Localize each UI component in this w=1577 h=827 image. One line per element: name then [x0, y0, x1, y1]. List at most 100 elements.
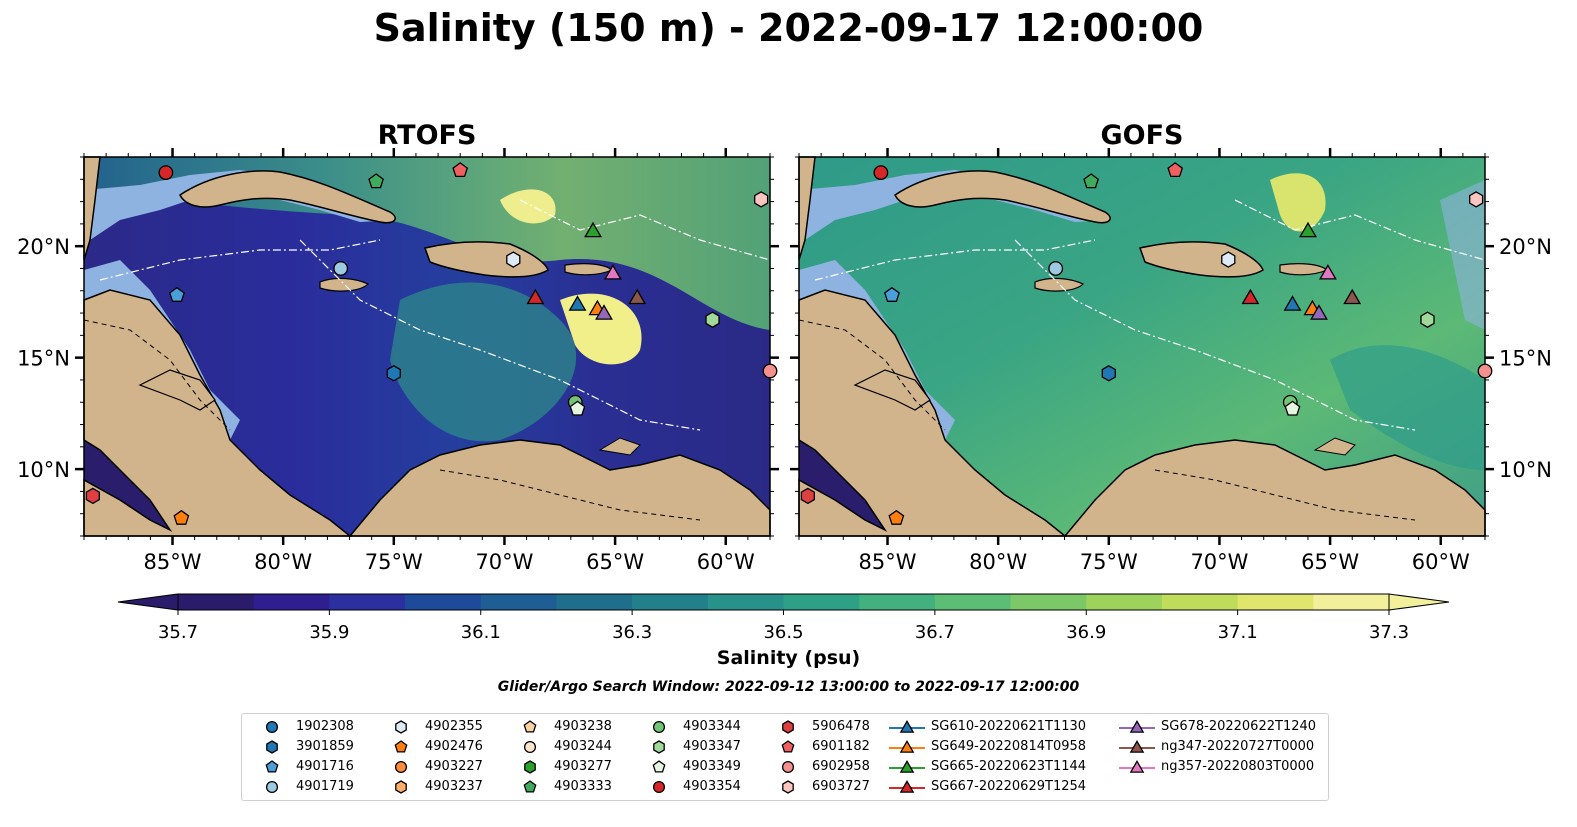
colorbar-segment: [480, 594, 557, 610]
marker-4902476: [888, 509, 905, 525]
legend-symbol: [1119, 739, 1155, 753]
marker-SG678-20220622T1240: [595, 304, 613, 320]
colorbar-segment: [1010, 594, 1087, 610]
legend-symbol: [394, 740, 408, 753]
land-hispaniola: [424, 241, 549, 278]
colorbar-segment: [1237, 594, 1314, 610]
legend-marker-4903237: [395, 780, 407, 794]
legend-label: 4903277: [554, 759, 612, 774]
longitude-label: 80°W: [969, 550, 1027, 574]
land-cuba: [894, 170, 1111, 224]
colorbar-segment: [178, 594, 255, 610]
eez-boundary: [1234, 199, 1486, 261]
legend-symbol: [395, 720, 407, 734]
map-frame: [798, 156, 1486, 537]
legend-marker-4903347: [653, 740, 665, 754]
legend-symbol: [266, 740, 278, 754]
marker-4903354: [158, 165, 174, 181]
land-jamaica: [319, 277, 370, 292]
land-honduras: [138, 369, 216, 411]
legend-label: 6901182: [812, 739, 870, 754]
legend-symbol: [265, 760, 279, 773]
colorbar-segment: [934, 594, 1012, 610]
marker-4903333: [1083, 173, 1099, 189]
legend-symbol: [889, 759, 925, 773]
shelf-north: [799, 170, 1110, 245]
shelf-east: [1440, 180, 1485, 330]
marker-4901716: [884, 286, 900, 302]
legend-symbol: [1119, 759, 1155, 773]
colorbar-segment: [253, 594, 330, 610]
legend-marker-4903277: [524, 760, 536, 774]
colorbar-tick-label: 36.7: [915, 622, 955, 643]
longitude-label: 75°W: [1080, 550, 1138, 574]
legend-symbol: [523, 720, 537, 733]
marker-ng347-20220727T0000: [1343, 288, 1362, 305]
colorbar-extend-max: [1388, 593, 1450, 611]
colorbar-segment: [329, 594, 406, 610]
marker-4903333: [368, 173, 384, 189]
legend-symbol: [782, 720, 794, 734]
legend-label: ng357-20220803T0000: [1161, 759, 1315, 774]
legend-label: 3901859: [296, 739, 354, 754]
legend-symbol: [523, 780, 537, 793]
land-honduras: [853, 369, 931, 411]
latitude-label: 10°N: [17, 458, 70, 482]
longitude-label: 75°W: [365, 550, 423, 574]
legend-label: 4903354: [683, 779, 741, 794]
legend-marker-ng347-20220727T0000: [1129, 739, 1145, 753]
land-south-america: [348, 439, 771, 537]
legend-marker-6901182: [781, 740, 795, 753]
legend-marker-4901716: [265, 760, 279, 773]
legend-marker-SG610-20220621T1130: [899, 719, 915, 733]
legend-symbol: [652, 780, 666, 794]
legend-marker-6902958: [781, 760, 795, 774]
colorbar-extend-min: [117, 593, 179, 611]
colorbar-tick-label: 35.9: [309, 622, 349, 643]
marker-4903349: [569, 400, 586, 416]
legend-marker-5906478: [782, 720, 794, 734]
marker-SG665-20220623T1144: [1299, 221, 1317, 238]
marker-ng347-20220727T0000: [628, 288, 647, 305]
eez-boundary: [814, 239, 1096, 281]
eez-boundary: [299, 239, 701, 431]
marker-4903347: [1420, 311, 1435, 328]
central-caribbean-eddy: [390, 282, 577, 442]
legend-marker-4903349: [652, 760, 666, 773]
colorbar-tick-label: 36.5: [763, 622, 803, 643]
border-line: [83, 319, 231, 431]
gofs-map: [798, 156, 1493, 537]
marker-4902476: [173, 509, 190, 525]
longitude-label: 65°W: [586, 550, 644, 574]
legend-symbol: [781, 740, 795, 753]
colorbar-tick-label: 36.3: [612, 622, 652, 643]
marker-4901719: [333, 261, 349, 276]
shelf-north: [84, 170, 395, 245]
legend-label: 4903237: [425, 779, 483, 794]
axis-labels: 85°W 80°W 75°W 70°W 65°W 60°W 20°N 15°N 10°N 85°W…: [17, 148, 1552, 574]
border-line: [439, 469, 701, 521]
marker-3901859: [1101, 365, 1116, 382]
longitude-label: 60°W: [697, 550, 755, 574]
legend-label: 4902476: [425, 739, 483, 754]
eez-boundary: [99, 239, 381, 281]
colorbar-segment: [707, 594, 784, 610]
marker-4903347: [705, 311, 720, 328]
marker-4902355: [506, 251, 521, 268]
legend-symbol: [395, 780, 407, 794]
legend-label: SG678-20220622T1240: [1161, 719, 1317, 734]
colorbar-segment: [405, 594, 482, 610]
legend-label: 4901716: [296, 759, 354, 774]
legend-label: 4903347: [683, 739, 741, 754]
panel-title-rtofs: RTOFS: [377, 120, 477, 151]
marker-SG610-20220621T1130: [568, 295, 587, 311]
legend-marker-SG665-20220623T1144: [899, 759, 915, 773]
legend-label: 4902355: [425, 719, 483, 734]
marker-SG667-20220629T1254: [526, 288, 545, 305]
panel-title-gofs: GOFS: [1100, 120, 1184, 151]
legend-label: 4903238: [554, 719, 612, 734]
colorbar-tick-label: 37.1: [1218, 622, 1258, 643]
legend-marker-4901719: [265, 780, 279, 794]
legend-label: SG665-20220623T1144: [931, 759, 1087, 774]
legend-marker-4903227: [394, 760, 408, 774]
